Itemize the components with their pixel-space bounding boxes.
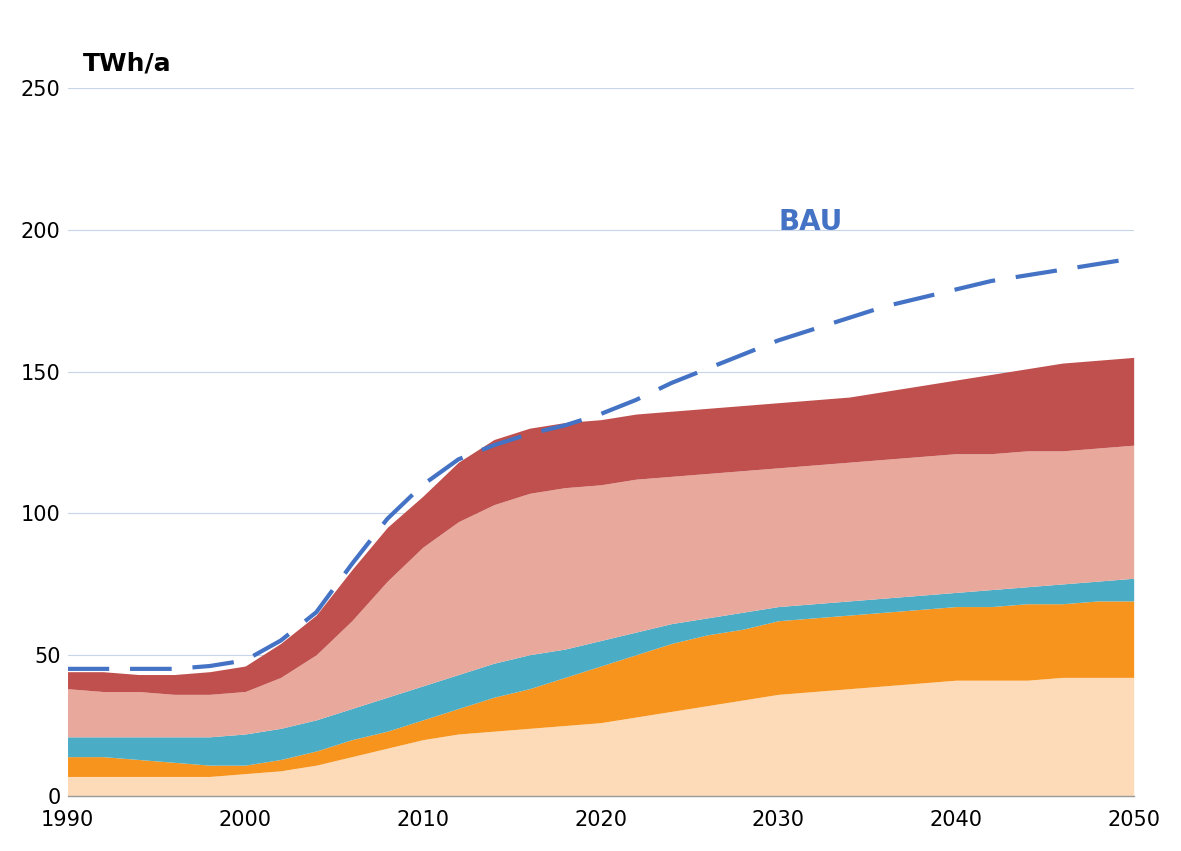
Text: BAU: BAU <box>778 208 842 236</box>
Text: TWh/a: TWh/a <box>83 51 171 75</box>
